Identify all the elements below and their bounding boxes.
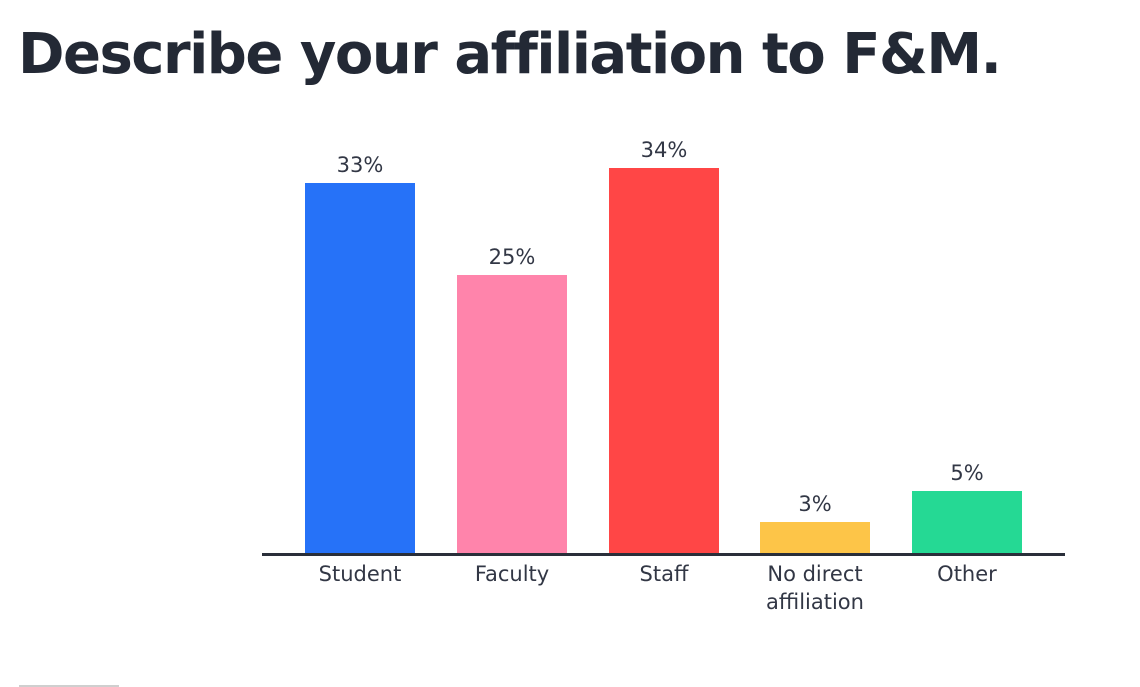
bar-value-label: 25%	[488, 245, 536, 269]
x-axis-line	[262, 553, 1065, 556]
category-label: Other	[937, 562, 997, 586]
bar-faculty	[457, 275, 567, 554]
category-label: Faculty	[474, 562, 550, 586]
bar-value-label: 33%	[336, 153, 384, 177]
page-title: Describe your affiliation to F&M.	[18, 22, 1002, 87]
footer-divider	[19, 685, 119, 687]
bar-other	[912, 491, 1022, 554]
bar-staff	[609, 168, 719, 554]
category-label: No direct affiliation	[766, 562, 864, 614]
category-label: Student	[318, 562, 402, 586]
category-label: Staff	[639, 562, 689, 586]
bar-value-label: 34%	[640, 138, 688, 162]
bar-no-direct-affiliation	[760, 522, 870, 554]
bar-value-label: 3%	[798, 492, 832, 516]
bar-student	[305, 183, 415, 554]
bar-value-label: 5%	[950, 461, 984, 485]
